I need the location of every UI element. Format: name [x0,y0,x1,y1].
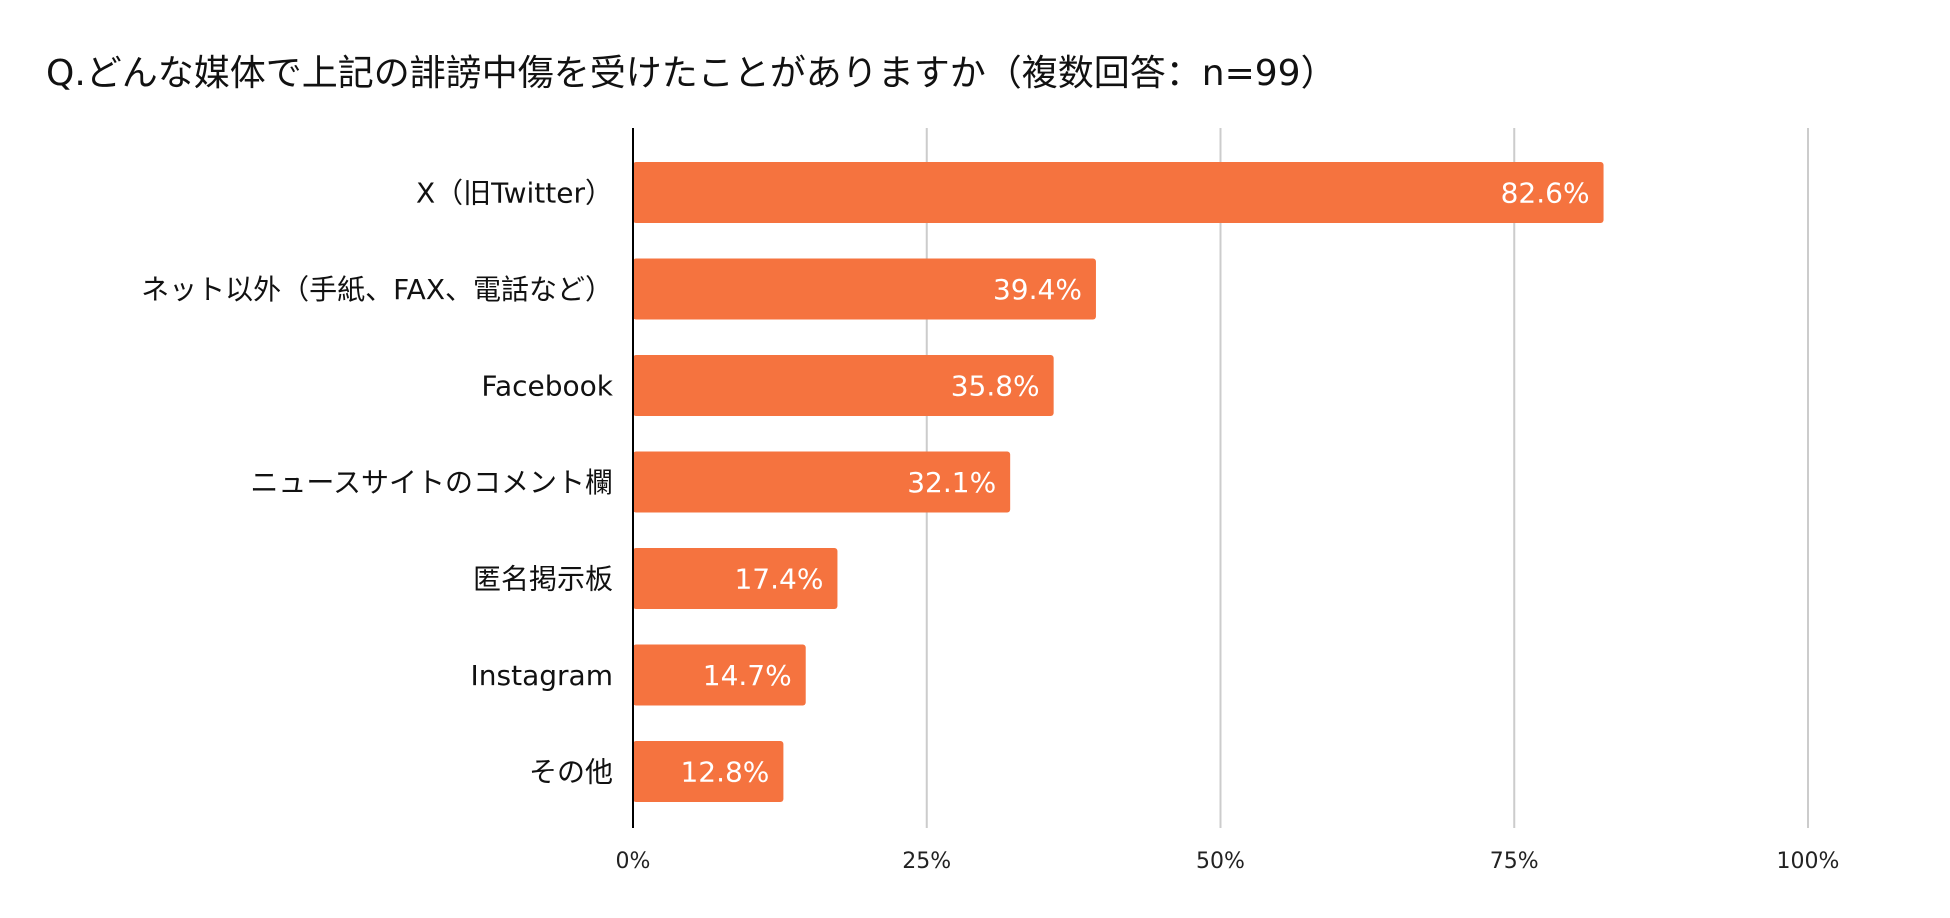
category-label: ネット以外（手紙、FAX、電話など） [141,273,613,306]
value-label: 35.8% [951,370,1040,403]
x-tick-label: 0% [616,849,651,874]
bar [633,355,1054,416]
gridlines [925,128,1809,828]
value-label: 17.4% [734,563,823,596]
bars [633,162,1604,802]
x-tick-label: 25% [902,849,951,874]
category-label: Facebook [481,370,613,403]
x-tick-label: 75% [1490,849,1539,874]
bar [633,258,1096,320]
category-label: X（旧Twitter） [416,177,613,210]
category-label: その他 [529,756,613,789]
bar [633,741,784,802]
value-label: 12.8% [680,756,769,789]
category-label: Instagram [471,659,613,692]
category-labels: X（旧Twitter） ネット以外（手紙、FAX、電話など） Facebook ニュー… [141,177,614,789]
value-label: 14.7% [703,659,792,692]
value-label: 32.1% [907,466,996,499]
bar [633,451,1011,513]
chart-title: Q.どんな媒体で上記の誹謗中傷を受けたことがありますか（複数回答：n=99） [46,53,1337,94]
x-axis-tick-labels: 0% 25% 50% 75% 100% [616,849,1840,874]
x-tick-label: 100% [1777,849,1840,874]
category-label: 匿名掲示板 [473,563,613,596]
x-tick-label: 50% [1196,849,1245,874]
value-labels: 82.6% 39.4% 35.8% 32.1% 17.4% 14.7% 12.8% [680,177,1589,789]
category-label: ニュースサイトのコメント欄 [250,466,613,499]
value-label: 39.4% [993,273,1082,306]
bar [633,644,806,706]
bar [633,548,838,609]
bar [633,162,1604,223]
value-label: 82.6% [1501,177,1590,210]
